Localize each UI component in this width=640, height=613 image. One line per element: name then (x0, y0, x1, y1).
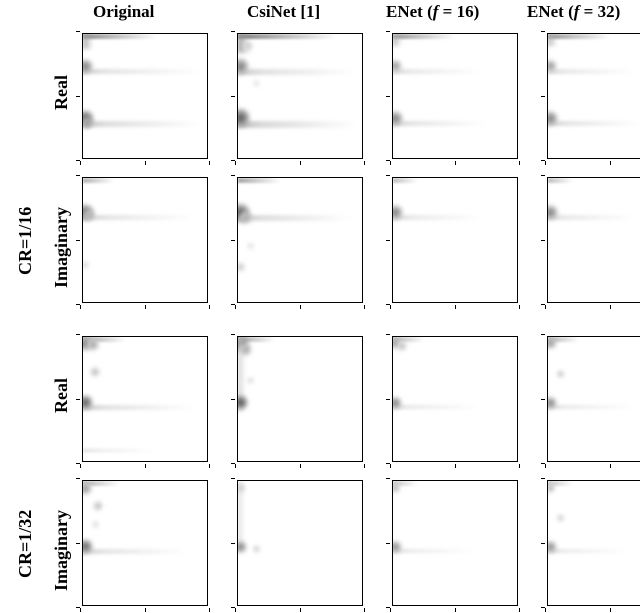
heatmap-panel (545, 175, 640, 305)
col-label-enet32: ENet (f = 32) (527, 2, 620, 22)
heatmap-panel (545, 334, 640, 464)
heatmap-panel (80, 31, 210, 161)
heatmap-panel (235, 175, 365, 305)
ri-label-real-1: Real (51, 75, 72, 110)
heatmap-panel (80, 478, 210, 608)
heatmap-panel (545, 31, 640, 161)
cr-label-1-32: CR=1/32 (15, 510, 36, 578)
heatmap-panel (80, 334, 210, 464)
heatmap-panel (80, 175, 210, 305)
col-label-original: Original (93, 2, 154, 22)
heatmap-panel (235, 334, 365, 464)
col-label-csinet: CsiNet [1] (247, 2, 320, 22)
cr-label-1-16: CR=1/16 (15, 207, 36, 275)
heatmap-panel (390, 478, 520, 608)
ri-label-imag-2: Imaginary (51, 510, 72, 591)
heatmap-panel (235, 478, 365, 608)
figure-grid: Original CsiNet [1] ENet (f = 16) ENet (… (0, 0, 640, 613)
heatmap-panel (235, 31, 365, 161)
col-label-enet16: ENet (f = 16) (386, 2, 479, 22)
heatmap-panel (545, 478, 640, 608)
heatmap-panel (390, 31, 520, 161)
ri-label-imag-1: Imaginary (51, 207, 72, 288)
heatmap-panel (390, 334, 520, 464)
ri-label-real-2: Real (51, 378, 72, 413)
heatmap-panel (390, 175, 520, 305)
